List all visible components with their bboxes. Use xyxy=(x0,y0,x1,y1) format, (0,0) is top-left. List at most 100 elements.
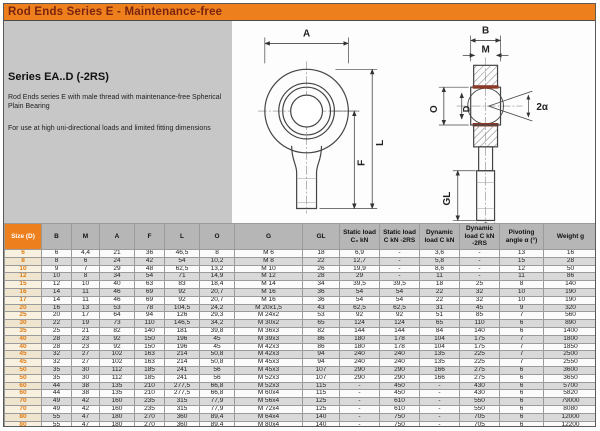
table-cell: 30 xyxy=(71,365,100,375)
table-cell: 44 xyxy=(41,381,72,391)
table-cell: 175 xyxy=(459,342,500,352)
table-cell: 35 xyxy=(41,365,72,375)
table-cell: 45 xyxy=(199,334,235,344)
table-cell: 40 xyxy=(99,280,135,289)
table-cell: 550 xyxy=(459,404,500,414)
table-cell: 750 xyxy=(379,420,420,426)
series-description: Rod Ends series E with male thread with … xyxy=(8,94,222,110)
table-cell: 240 xyxy=(339,350,380,360)
table-cell: 163 xyxy=(134,350,165,360)
table-cell: 11 xyxy=(71,287,100,297)
table-cell: 240 xyxy=(379,358,420,367)
table-cell: 5820 xyxy=(543,389,595,399)
table-cell: 77,9 xyxy=(199,397,235,406)
table-cell: 8,6 xyxy=(419,264,460,274)
size-cell: 12 xyxy=(4,272,42,282)
table-cell: M 60x4 xyxy=(234,389,303,399)
table-row: 12 10 8 34 54 71 14,9 M 12 28 29-11-11 86 xyxy=(4,272,595,282)
table-cell: - xyxy=(419,397,460,406)
size-cell: 10 xyxy=(4,264,42,274)
table-cell: 89,4 xyxy=(199,420,235,426)
table-cell: - xyxy=(339,397,380,406)
table-cell: - xyxy=(459,272,500,282)
table-cell: 5,8 xyxy=(419,256,460,266)
table-cell: 7 xyxy=(499,358,544,367)
table-cell: 140 xyxy=(302,420,340,426)
table-cell: 290 xyxy=(379,365,420,375)
table-cell: M 24x2 xyxy=(234,311,303,321)
table-cell: 89,4 xyxy=(199,412,235,422)
table-cell: 12200 xyxy=(543,420,595,426)
table-cell: - xyxy=(339,381,380,391)
datasheet-page: Rod Ends Series E - Maintenance-free Ser… xyxy=(3,3,596,427)
table-cell: 94 xyxy=(302,358,340,367)
usage-description: For use at high uni-directional loads an… xyxy=(8,125,211,132)
dim-label-o: O xyxy=(429,105,440,113)
table-cell: 86 xyxy=(543,272,595,282)
table-cell: 10 xyxy=(499,295,544,305)
table-cell: 34,2 xyxy=(199,319,235,328)
table-cell: 15 xyxy=(499,256,544,266)
table-cell: 43 xyxy=(302,303,340,313)
table-cell: M 80x4 xyxy=(234,420,303,426)
column-header: B xyxy=(41,223,72,250)
table-cell: M 52x3 xyxy=(234,381,303,391)
table-cell: 705 xyxy=(459,412,500,422)
table-row: 60 44 38 135 210 277,5 66,8 M 52x3 115-450-430 6 5… xyxy=(4,381,595,391)
table-cell: - xyxy=(459,256,500,266)
table-cell: 240 xyxy=(339,358,380,367)
table-cell: 10,2 xyxy=(199,256,235,266)
table-cell: 241 xyxy=(164,365,200,375)
table-cell: 17 xyxy=(71,311,100,321)
table-cell: - xyxy=(379,249,420,258)
table-cell: 56 xyxy=(199,373,235,383)
table-cell: M 42x3 xyxy=(234,350,303,360)
table-cell: 56 xyxy=(199,365,235,375)
size-cell: 45 xyxy=(4,350,42,360)
size-cell: 80 xyxy=(4,412,42,422)
table-cell: 110 xyxy=(134,319,165,328)
table-cell: 102 xyxy=(99,358,135,367)
table-cell: 79000 xyxy=(543,397,595,406)
table-cell: 112 xyxy=(99,365,135,375)
table-cell: 18 xyxy=(302,249,340,258)
table-cell: 104 xyxy=(419,342,460,352)
table-cell: 225 xyxy=(459,358,500,367)
dim-label-g: G xyxy=(482,221,490,223)
table-cell: 92 xyxy=(99,342,135,352)
table-cell: 34 xyxy=(99,272,135,282)
size-cell: 25 xyxy=(4,311,42,321)
table-cell: 135 xyxy=(99,389,135,399)
size-cell: 80 xyxy=(4,420,42,426)
table-cell: 150 xyxy=(134,334,165,344)
table-cell: 82 xyxy=(302,326,340,336)
description-panel: Series EA..D (-2RS) Rod Ends series E wi… xyxy=(4,21,232,223)
spec-table: Size (D) B M A F L O G GL Static load C₀ kN Static… xyxy=(4,223,595,426)
table-cell: 10 xyxy=(41,272,72,282)
table-cell: 32 xyxy=(459,295,500,305)
table-cell: 290 xyxy=(339,373,380,383)
table-cell: M 72x4 xyxy=(234,404,303,414)
table-cell: 13 xyxy=(71,303,100,313)
table-cell: 73 xyxy=(99,319,135,328)
table-cell: 38 xyxy=(71,389,100,399)
table-cell: 102 xyxy=(99,350,135,360)
table-cell: M 45x3 xyxy=(234,365,303,375)
table-cell: 31 xyxy=(419,303,460,313)
column-header: Dynamic load C kN xyxy=(419,223,460,250)
table-cell: 94 xyxy=(134,311,165,321)
table-cell: 92 xyxy=(164,287,200,297)
table-cell: M 36x3 xyxy=(234,326,303,336)
table-cell: 160 xyxy=(99,397,135,406)
table-cell: 430 xyxy=(459,381,500,391)
table-cell: 3,6 xyxy=(419,249,460,258)
table-cell: 65 xyxy=(419,319,460,328)
table-cell: 45 xyxy=(199,342,235,352)
table-row: 45 32 27 102 163 214 50,8 M 42x3 94 240 240 135 225 7… xyxy=(4,350,595,360)
size-cell: 50 xyxy=(4,373,42,383)
table-row: 40 28 23 92 150 196 45 M 39x3 86 180 178 104 175 7 180… xyxy=(4,334,595,344)
table-cell: 241 xyxy=(164,373,200,383)
table-cell: 6 xyxy=(499,319,544,328)
table-cell: 28 xyxy=(543,256,595,266)
table-cell: M 39x3 xyxy=(234,334,303,344)
